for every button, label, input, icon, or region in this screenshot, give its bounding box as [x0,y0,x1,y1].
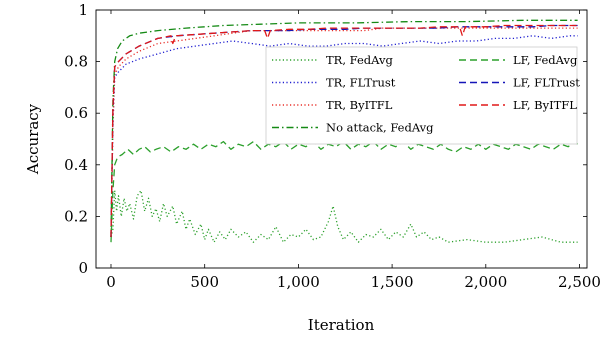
y-tick-label: 0.4 [64,156,88,174]
series-layer [110,19,578,243]
y-tick-label: 0.6 [64,104,88,122]
y-tick-label: 1 [78,1,88,19]
legend-label-2: TR, ByITFL [326,98,393,112]
legend-label-4: LF, FedAvg [513,53,578,67]
x-tick-label: 2,000 [464,273,507,291]
series-line-0 [110,189,578,243]
legend-label-1: TR, FLTrust [326,76,396,90]
tick-layer: 0 500 1,000 1,500 2,000 2,500 0 0.2 0.4 0.6 0.8 1 [64,1,601,291]
series-line-3 [110,19,578,238]
x-tick-label: 1,500 [371,273,414,291]
legend-label-0: TR, FedAvg [326,53,393,67]
legend-label-5: LF, FLTrust [513,76,580,90]
x-tick-label: 1,000 [277,273,320,291]
series-line-4 [110,140,578,243]
x-tick-label: 2,500 [558,273,601,291]
y-tick-label: 0.2 [64,207,88,225]
series-line-1 [110,35,578,238]
legend-label-6: LF, ByITFL [513,98,577,112]
x-tick-label: 500 [190,273,219,291]
y-tick-label: 0 [78,259,88,277]
y-axis-title: Accuracy [24,103,42,175]
legend: TR, FedAvg TR, FLTrust TR, ByITFL No attack… [265,46,580,145]
y-tick-label: 0.8 [64,53,88,71]
series-line-6 [110,24,578,238]
x-tick-label: 0 [106,273,116,291]
series-line-2 [110,27,578,238]
legend-label-3: No attack, FedAvg [326,121,434,135]
plot-frame [95,9,588,269]
x-axis-title: Iteration [308,316,375,334]
